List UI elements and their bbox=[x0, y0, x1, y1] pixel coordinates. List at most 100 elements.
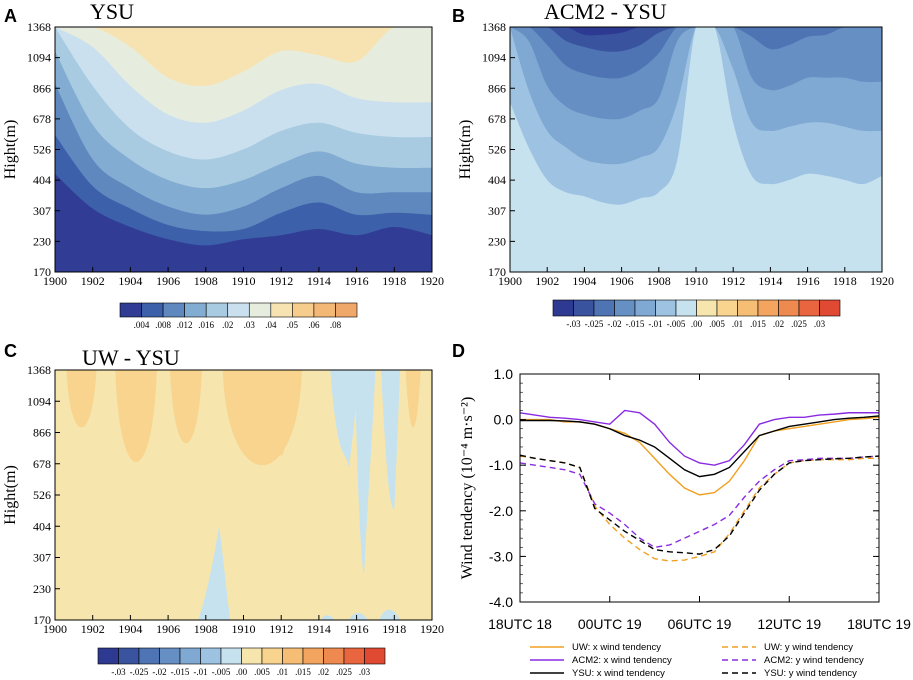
colorbar-label: -.025 bbox=[130, 667, 149, 677]
y-tick-label: 307 bbox=[33, 204, 51, 218]
colorbar-label: -.015 bbox=[171, 667, 190, 677]
y-tick-label: 307 bbox=[488, 204, 506, 218]
x-tick-label: 1900 bbox=[498, 274, 522, 288]
colorbar-swatch bbox=[184, 302, 207, 318]
colorbar-label: -.005 bbox=[667, 319, 686, 329]
colorbar-label: .03 bbox=[244, 320, 256, 330]
colorbar-swatch bbox=[716, 299, 738, 317]
y-tick-label: 526 bbox=[33, 143, 51, 157]
x-tick-label: 1900 bbox=[43, 274, 67, 288]
panel-a-axes: 1900 1902 1904 1906 1908 1910 1912 1914 1916 1918… bbox=[2, 20, 444, 288]
y-axis-label: Hight(m) bbox=[2, 120, 19, 180]
colorbar-label: .012 bbox=[177, 320, 193, 330]
y-tick-label: 170 bbox=[33, 265, 51, 279]
colorbar-swatch bbox=[335, 302, 358, 318]
panel-d-label: D bbox=[452, 341, 465, 361]
colorbar-label: -.005 bbox=[212, 667, 231, 677]
x-tick-label: 1910 bbox=[232, 274, 256, 288]
legend-label: ACM2: x wind tendency bbox=[572, 655, 672, 666]
x-tick-label: 12UTC 19 bbox=[757, 616, 821, 632]
colorbar-swatch bbox=[737, 299, 759, 317]
x-tick-label: 18UTC 19 bbox=[847, 616, 911, 632]
contour-band bbox=[271, 370, 291, 456]
colorbar-swatch bbox=[634, 299, 656, 317]
panel-a-label: A bbox=[4, 6, 17, 26]
colorbar-label: -.01 bbox=[193, 667, 207, 677]
panel-c-axes: 1900 1902 1904 1906 1908 1910 1912 1914 1916 1918… bbox=[2, 363, 444, 636]
y-tick-label: 404 bbox=[488, 173, 506, 187]
x-tick-label: 1902 bbox=[81, 274, 105, 288]
x-tick-label: 1920 bbox=[420, 622, 444, 636]
series-line bbox=[520, 416, 880, 496]
colorbar-swatch bbox=[313, 302, 336, 318]
colorbar-label: .008 bbox=[155, 320, 171, 330]
colorbar-label: .05 bbox=[287, 320, 299, 330]
y-tick-label: 526 bbox=[488, 143, 506, 157]
panel-b-label: B bbox=[452, 6, 465, 26]
colorbar-swatch bbox=[162, 302, 185, 318]
y-axis-label: Wind tendency (10⁻⁴ m·s⁻²) bbox=[459, 397, 476, 580]
x-tick-label: 18UTC 18 bbox=[488, 616, 552, 632]
contour-band bbox=[405, 370, 421, 428]
contour-band bbox=[115, 370, 157, 463]
colorbar-label: .02 bbox=[773, 319, 784, 329]
y-tick-label: 866 bbox=[488, 81, 506, 95]
colorbar-label: .015 bbox=[750, 319, 766, 329]
x-tick-label: 1916 bbox=[345, 622, 369, 636]
contour-band bbox=[381, 370, 400, 510]
legend-label: UW: y wind tendency bbox=[764, 642, 853, 653]
colorbar-label: .01 bbox=[732, 319, 743, 329]
x-tick-label: 1918 bbox=[382, 274, 406, 288]
y-axis-label: Hight(m) bbox=[457, 120, 474, 180]
panel-a-colorbar: .004 .008 .012 .016 .02 .03 .04 .05 .06 .08 bbox=[119, 302, 358, 330]
panel-d-legend: UW: x wind tendency ACM2: x wind tendency… bbox=[530, 642, 864, 679]
colorbar-swatch bbox=[302, 647, 324, 665]
colorbar-label: .00 bbox=[691, 319, 703, 329]
y-tick-label: 404 bbox=[33, 173, 51, 187]
panel-c: C UW - YSU 1900 1902 1904 1906 1908 1910 1912 1… bbox=[2, 341, 444, 677]
colorbar-label: .005 bbox=[254, 667, 270, 677]
panel-d-lines bbox=[519, 409, 880, 562]
panel-b-title: ACM2 - YSU bbox=[544, 0, 667, 24]
x-tick-label: 1904 bbox=[118, 274, 142, 288]
panel-a: A YSU 1900 1902 1904 1906 1908 1910 1912 1914 19… bbox=[2, 0, 444, 330]
x-tick-label: 1920 bbox=[870, 274, 894, 288]
colorbar-swatch bbox=[119, 302, 142, 318]
panel-b-colorbar: -.03 -.025 -.02 -.015 -.01 -.005 .00 .005 .01 .01… bbox=[552, 299, 841, 329]
y-tick-label: 1094 bbox=[27, 394, 51, 408]
contour-band bbox=[354, 370, 376, 575]
colorbar-swatch bbox=[593, 299, 615, 317]
colorbar-swatch bbox=[778, 299, 800, 317]
panel-a-contour bbox=[55, 27, 432, 273]
colorbar-swatch bbox=[552, 299, 574, 317]
y-tick-label: 1368 bbox=[27, 363, 51, 377]
legend-label: YSU: x wind tendency bbox=[572, 668, 665, 679]
contour-band bbox=[55, 173, 432, 272]
colorbar-label: .08 bbox=[330, 320, 342, 330]
x-tick-label: 1904 bbox=[572, 274, 596, 288]
y-tick-label: 170 bbox=[33, 613, 51, 627]
colorbar-swatch bbox=[138, 647, 160, 665]
colorbar-label: -.02 bbox=[152, 667, 166, 677]
y-tick-label: 1368 bbox=[482, 20, 506, 34]
y-tick-label: 170 bbox=[488, 265, 506, 279]
y-tick-label: 526 bbox=[33, 488, 51, 502]
colorbar-swatch bbox=[179, 647, 201, 665]
y-tick-label: 1094 bbox=[482, 51, 506, 65]
x-tick-label: 1902 bbox=[535, 274, 559, 288]
panel-c-contour bbox=[55, 370, 432, 620]
colorbar-swatch bbox=[141, 302, 164, 318]
colorbar-swatch bbox=[248, 302, 272, 318]
x-tick-label: 1918 bbox=[833, 274, 857, 288]
y-tick-label: 0.0 bbox=[494, 412, 514, 428]
colorbar-swatch bbox=[200, 647, 222, 665]
x-tick-label: 00UTC 19 bbox=[578, 616, 642, 632]
y-tick-label: 678 bbox=[488, 112, 506, 126]
colorbar-swatch bbox=[292, 302, 315, 318]
x-tick-label: 1906 bbox=[156, 274, 180, 288]
x-tick-label: 1908 bbox=[194, 622, 218, 636]
colorbar-swatch bbox=[227, 302, 250, 318]
y-tick-label: 1368 bbox=[27, 20, 51, 34]
colorbar-swatch bbox=[343, 647, 365, 665]
colorbar-swatch bbox=[270, 302, 293, 318]
